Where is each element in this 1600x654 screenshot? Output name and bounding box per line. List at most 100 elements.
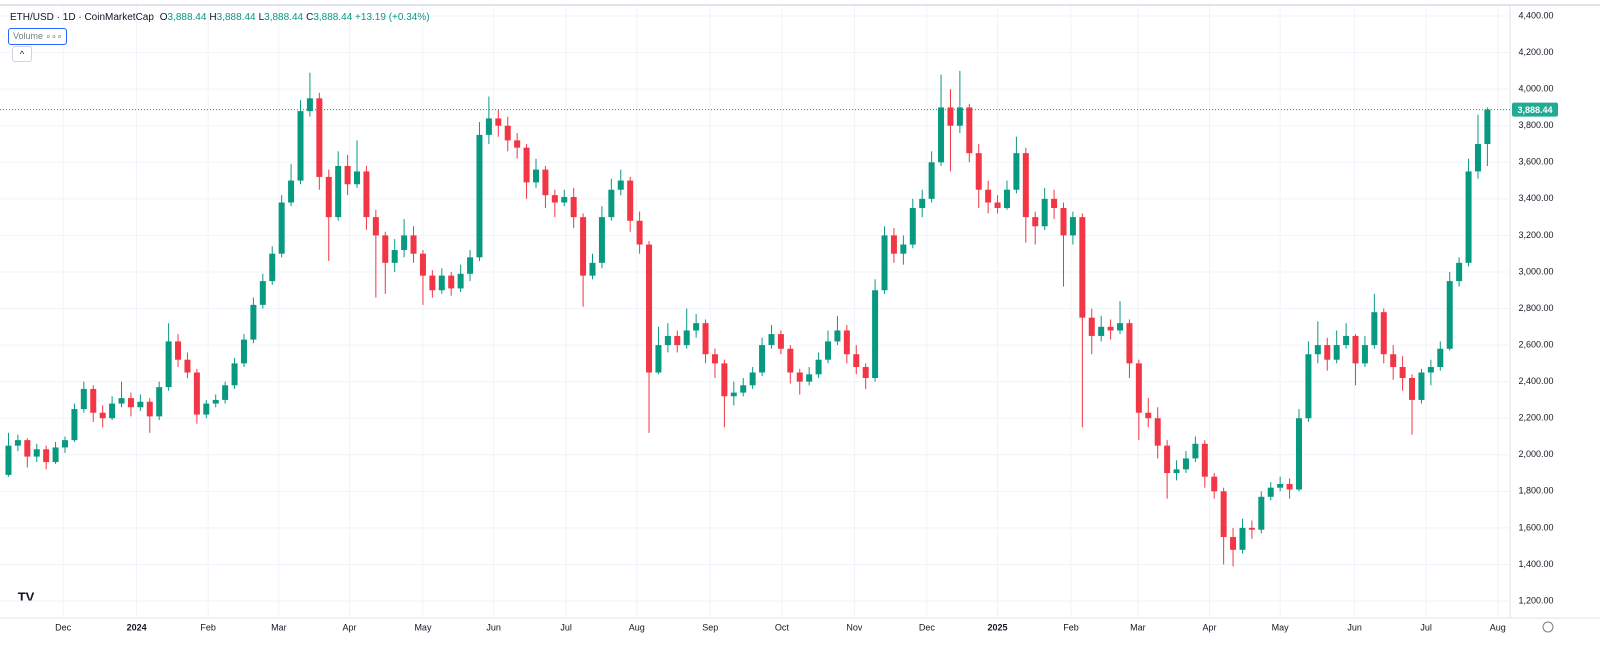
x-tick-label: Nov [846,622,863,632]
candle-body [711,354,718,364]
y-tick-label: 1,600.00 [1518,522,1553,532]
candle-body [278,202,285,254]
y-tick-label: 2,600.00 [1518,339,1553,349]
change: +13.19 (+0.34%) [355,12,430,23]
candle-body [1211,476,1218,492]
candle-body [184,359,191,373]
candle-body [636,220,643,245]
candle-body [956,107,963,126]
x-tick-label: Sep [702,622,718,632]
candle-body [240,339,247,364]
y-tick-label: 4,200.00 [1518,47,1553,57]
candle-body [1295,418,1302,490]
x-tick-label: Mar [271,622,287,632]
candle-body [853,354,860,368]
candle-body [1032,217,1039,227]
ohlc-values: O3,888.44 H3,888.44 L3,888.44 C3,888.44 [157,12,353,23]
x-tick-label: May [1272,622,1290,632]
candle-body [919,198,926,208]
candle-body [1324,345,1331,360]
candle-body [1135,363,1142,413]
candle-body [1474,144,1481,172]
candle-body [99,412,106,419]
candle-body [325,176,332,218]
candle-body [457,273,464,289]
candle-body [1145,412,1152,419]
candle-body [1465,171,1472,263]
candle-body [702,323,709,355]
x-tick-label: Oct [775,622,790,632]
candle-body [1003,189,1010,208]
candle-body [551,195,558,203]
svg-text:TV: TV [18,589,35,604]
symbol: ETH/USD · 1D · CoinMarketCap [10,12,154,23]
x-tick-label: Jul [560,622,572,632]
candle-body [1258,496,1265,530]
candle-body [570,197,577,218]
candle-body [212,399,219,404]
candle-body [259,281,266,305]
candle-body [985,189,992,203]
candle-body [994,202,1001,208]
candle-body [683,330,690,346]
candle-body [1267,487,1274,497]
x-tick-label: Dec [919,622,936,632]
y-tick-label: 4,000.00 [1518,84,1553,94]
candle-body [759,345,766,373]
candle-body [825,341,832,360]
candle-body [5,445,12,475]
candle-body [354,171,361,185]
candle-body [24,440,31,457]
candle-body [598,217,605,263]
candle-body [1107,326,1114,331]
y-tick-label: 2,800.00 [1518,303,1553,313]
candle-body [730,392,737,397]
candle-body [438,275,445,291]
candle-body [109,403,116,419]
candle-body [1069,217,1076,236]
candle-body [467,257,474,274]
x-tick-label: Jul [1420,622,1432,632]
candle-body [80,388,87,410]
candle-body [146,401,153,417]
candle-body [608,189,615,218]
candle-body [165,341,172,388]
candle-body [1192,443,1199,459]
candle-body [1380,312,1387,355]
y-tick-label: 1,800.00 [1518,486,1553,496]
ohlc-key: L [258,12,265,23]
candle-body [1182,458,1189,470]
candle-body [448,275,455,289]
candle-body [843,330,850,355]
candle-body [674,335,681,346]
candle-body [1117,323,1124,331]
candle-body [1022,153,1029,218]
candle-body [1041,198,1048,227]
candle-body [1314,345,1321,355]
candle-body [1013,153,1020,190]
candle-body [391,250,398,263]
candle-body [1164,445,1171,474]
collapse-button[interactable]: ^ [12,46,32,62]
candle-body [71,409,78,441]
candle-body [90,388,97,413]
candle-body [1051,198,1058,208]
y-tick-label: 3,800.00 [1518,120,1553,130]
candle-body [1079,217,1086,318]
candle-body [975,153,982,190]
y-tick-label: 3,600.00 [1518,157,1553,167]
grid [0,6,1510,618]
candle-body [1154,418,1161,446]
candle-body [740,385,747,393]
candle-body [1088,317,1095,336]
candle-body [288,180,295,203]
candle-body [589,262,596,276]
ohlc-key: H [209,12,217,23]
candles [5,70,1491,567]
volume-indicator[interactable]: Volume ∘∘∘ [8,28,68,45]
candle-body [1343,335,1350,346]
candle-body [1427,367,1434,373]
settings-icon[interactable] [1542,621,1554,633]
tv-logo[interactable]: TV [13,585,39,609]
candle-body [655,345,662,373]
